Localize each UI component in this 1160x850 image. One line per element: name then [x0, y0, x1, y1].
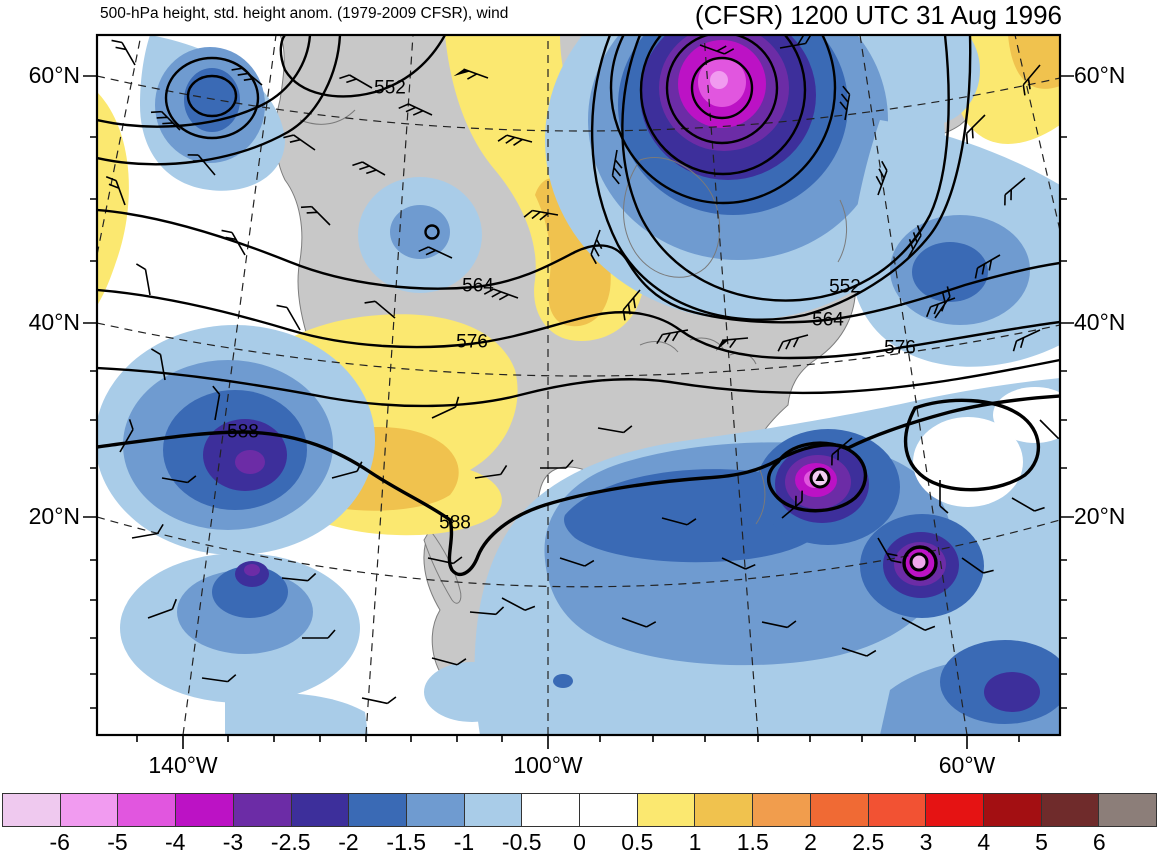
map-frame — [83, 33, 1074, 749]
colorbar-cell — [3, 794, 61, 826]
contour-label-576-w: 576 — [456, 331, 488, 353]
colorbar — [2, 793, 1157, 827]
contour-label-588-s: 588 — [439, 512, 471, 534]
lat-label-right-60n: 60°N — [1074, 62, 1126, 88]
colorbar-cell — [868, 794, 927, 826]
colorbar-cell — [406, 794, 465, 826]
contour-label-552-e: 552 — [829, 276, 861, 298]
colorbar-cell — [695, 794, 754, 826]
colorbar-cell — [1099, 794, 1157, 826]
colorbar-tick-label: -1.5 — [386, 829, 427, 850]
tropical-cyclone-1-marker — [809, 467, 831, 489]
contour-label-552-nw: 552 — [374, 77, 406, 99]
colorbar-cell — [580, 794, 638, 826]
colorbar-cell — [522, 794, 581, 826]
colorbar-tick-label: -6 — [49, 829, 70, 850]
coastline-detail-layer — [299, 109, 848, 525]
colorbar-cell — [983, 794, 1042, 826]
plot-title-right: (CFSR) 1200 UTC 31 Aug 1996 — [694, 0, 1062, 30]
colorbar-tick-label: 2.5 — [852, 829, 885, 850]
colorbar-cell — [233, 794, 292, 826]
colorbar-cell — [810, 794, 869, 826]
lat-label-left-20n: 20°N — [28, 503, 80, 529]
colorbar-tick-label: -4 — [165, 829, 186, 850]
colorbar-cell — [176, 794, 234, 826]
colorbar-cell — [464, 794, 523, 826]
colorbar-cell — [637, 794, 696, 826]
lon-label-100w: 100°W — [513, 752, 583, 778]
colorbar-tick-label: 2 — [804, 829, 817, 850]
axis-ticks — [83, 75, 1074, 749]
colorbar-cell — [118, 794, 177, 826]
colorbar-cell — [926, 794, 984, 826]
lat-label-right-40n: 40°N — [1074, 309, 1126, 335]
colorbar-tick-label: -1 — [453, 829, 475, 850]
contour-label-588-w: 588 — [227, 421, 259, 443]
colorbar-tick-label: 6 — [1092, 829, 1106, 850]
colorbar-labels: -6 -5 -4 -3 -2.5 -2 -1.5 -1 -0.5 0 0.5 1 1.5 2 2.5 3 4 5 6 — [2, 829, 1157, 850]
colorbar-cell — [753, 794, 811, 826]
height-contour-layer — [98, 36, 1059, 581]
colorbar-tick-label: -0.5 — [501, 829, 542, 850]
colorbar-tick-label: 4 — [977, 829, 991, 850]
contour-label-576-e: 576 — [884, 337, 916, 359]
colorbar-tick-label: -3 — [222, 829, 244, 850]
colorbar-cell — [60, 794, 119, 826]
lat-label-left-40n: 40°N — [28, 309, 80, 335]
colorbar-tick-label: -5 — [107, 829, 128, 850]
lon-label-60w: 60°W — [938, 752, 996, 778]
lat-label-left-60n: 60°N — [28, 62, 80, 88]
colorbar-tick-label: -2.5 — [270, 829, 311, 850]
contour-label-564-w: 564 — [462, 275, 494, 297]
plot-title-left: 500-hPa height, std. height anom. (1979-… — [100, 5, 509, 22]
colorbar-tick-label: 3 — [919, 829, 933, 850]
contour-label-564-e: 564 — [812, 309, 844, 331]
tropical-cyclone-2-marker — [909, 552, 929, 572]
colorbar-tick-label: 0.5 — [621, 829, 654, 850]
colorbar-tick-label: 0 — [573, 829, 586, 850]
colorbar-cell — [291, 794, 350, 826]
colorbar-cell — [349, 794, 407, 826]
lon-label-140w: 140°W — [148, 752, 218, 778]
colorbar-tick-label: 1 — [688, 829, 702, 850]
lat-label-right-20n: 20°N — [1074, 503, 1126, 529]
colorbar-tick-label: -2 — [338, 829, 359, 850]
colorbar-cell — [1041, 794, 1100, 826]
colorbar-tick-label: 1.5 — [736, 829, 769, 850]
colorbar-tick-label: 5 — [1035, 829, 1048, 850]
